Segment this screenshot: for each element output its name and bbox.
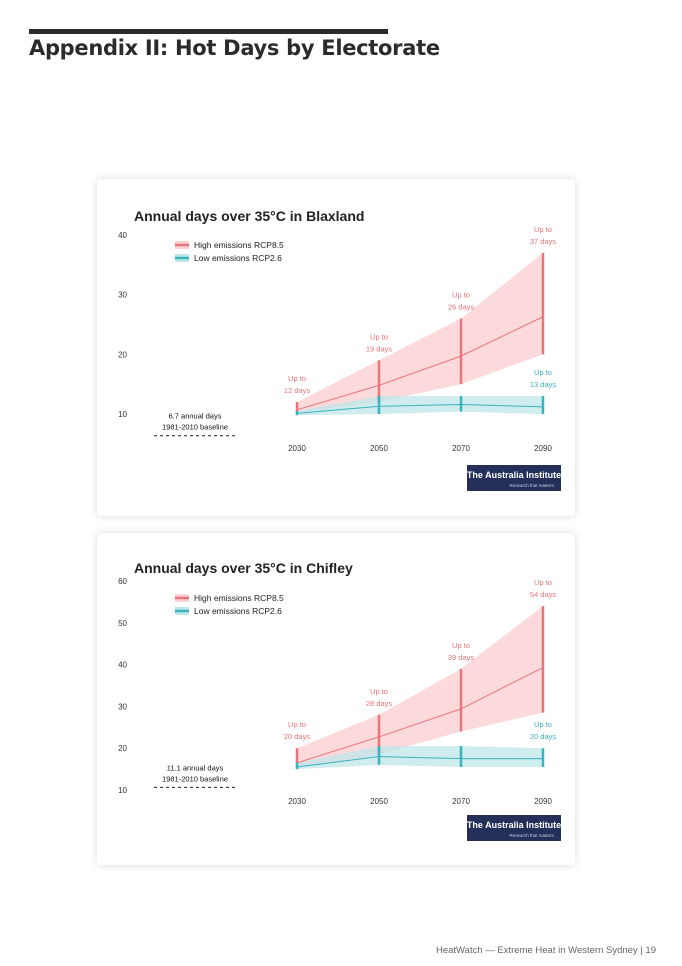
annotation-value: 39 days <box>448 653 475 662</box>
chifley-chart-card: Annual days over 35°C in Chifley 10 20 30 40… <box>97 533 575 865</box>
chifley-chart: Annual days over 35°C in Chifley10203040… <box>118 560 561 841</box>
blaxland-chart: Annual days over 35°C in Blaxland1020304… <box>118 208 561 491</box>
baseline-label: 11.1 annual days <box>167 763 224 772</box>
annotation-label: Up to <box>370 332 388 341</box>
y-tick-label: 30 <box>118 702 127 711</box>
chart-title: Annual days over 35°C in Blaxland <box>134 208 364 224</box>
annotation-label: Up to <box>370 687 388 696</box>
baseline-label: 6.7 annual days <box>169 412 222 421</box>
annotation-value: 13 days <box>530 380 557 389</box>
x-tick-label: 2070 <box>452 444 470 453</box>
low-emissions-mean-line <box>296 756 543 768</box>
annotation-value: 54 days <box>530 590 557 599</box>
page-footer: HeatWatch — Extreme Heat in Western Sydn… <box>435 945 656 956</box>
page-heading: Appendix II: Hot Days by Electorate <box>29 36 440 60</box>
heading-rule <box>29 29 388 34</box>
annotation-label: Up to <box>288 374 306 383</box>
y-tick-label: 20 <box>118 350 127 359</box>
y-tick-label: 60 <box>118 577 127 586</box>
y-tick-label: 20 <box>118 744 127 753</box>
legend-label: High emissions RCP8.5 <box>194 593 284 603</box>
low-emissions-mean-line <box>296 403 544 414</box>
annotation-label: Up to <box>534 225 552 234</box>
logo-tagline: Research that matters. <box>509 483 555 488</box>
annotation-value: 20 days <box>530 732 557 741</box>
y-tick-label: 50 <box>118 619 127 628</box>
annotation-value: 12 days <box>284 386 311 395</box>
logo-name: The Australia Institute <box>467 820 561 830</box>
baseline-period: 1981-2010 baseline <box>162 774 228 783</box>
logo-name: The Australia Institute <box>467 470 561 480</box>
annotation-value: 37 days <box>530 237 557 246</box>
legend-label: Low emissions RCP2.6 <box>194 253 282 263</box>
y-tick-label: 40 <box>118 661 127 670</box>
logo-tagline: Research that matters. <box>509 833 555 838</box>
y-tick-label: 10 <box>118 410 127 419</box>
annotation-label: Up to <box>534 720 552 729</box>
high-emissions-mean-line <box>296 316 544 411</box>
annotation-label: Up to <box>288 720 306 729</box>
high-emissions-band <box>297 252 543 413</box>
x-tick-label: 2030 <box>288 444 306 453</box>
chart-title: Annual days over 35°C in Chifley <box>134 560 353 576</box>
y-tick-label: 10 <box>118 786 127 795</box>
y-tick-label: 40 <box>118 231 127 240</box>
annotation-label: Up to <box>452 641 470 650</box>
annotation-label: Up to <box>452 291 470 300</box>
annotation-value: 28 days <box>366 699 393 708</box>
baseline-period: 1981-2010 baseline <box>162 423 228 432</box>
annotation-label: Up to <box>534 368 552 377</box>
annotation-value: 26 days <box>448 303 475 312</box>
legend-label: High emissions RCP8.5 <box>194 240 284 250</box>
x-tick-label: 2030 <box>288 797 306 806</box>
x-tick-label: 2070 <box>452 797 470 806</box>
x-tick-label: 2050 <box>370 444 388 453</box>
annotation-value: 19 days <box>366 344 393 353</box>
x-tick-label: 2050 <box>370 797 388 806</box>
x-tick-label: 2090 <box>534 444 552 453</box>
y-tick-label: 30 <box>118 291 127 300</box>
high-emissions-mean-line <box>296 667 544 764</box>
annotation-label: Up to <box>534 578 552 587</box>
legend-label: Low emissions RCP2.6 <box>194 606 282 616</box>
australia-institute-logo <box>467 815 561 841</box>
blaxland-chart-card: Annual days over 35°C in Blaxland 10 20 30 4… <box>97 179 575 516</box>
high-emissions-band <box>297 606 543 768</box>
annotation-value: 20 days <box>284 732 311 741</box>
x-tick-label: 2090 <box>534 797 552 806</box>
australia-institute-logo <box>467 465 561 491</box>
